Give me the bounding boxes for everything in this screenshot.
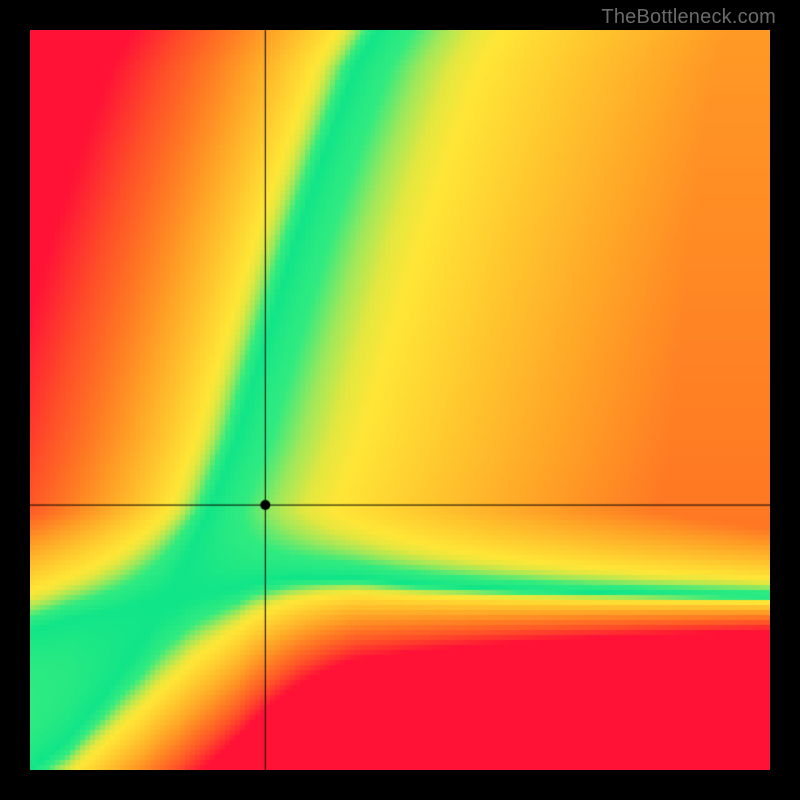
heatmap-plot (30, 30, 770, 770)
heatmap-canvas (30, 30, 770, 770)
watermark-text: TheBottleneck.com (601, 6, 776, 29)
